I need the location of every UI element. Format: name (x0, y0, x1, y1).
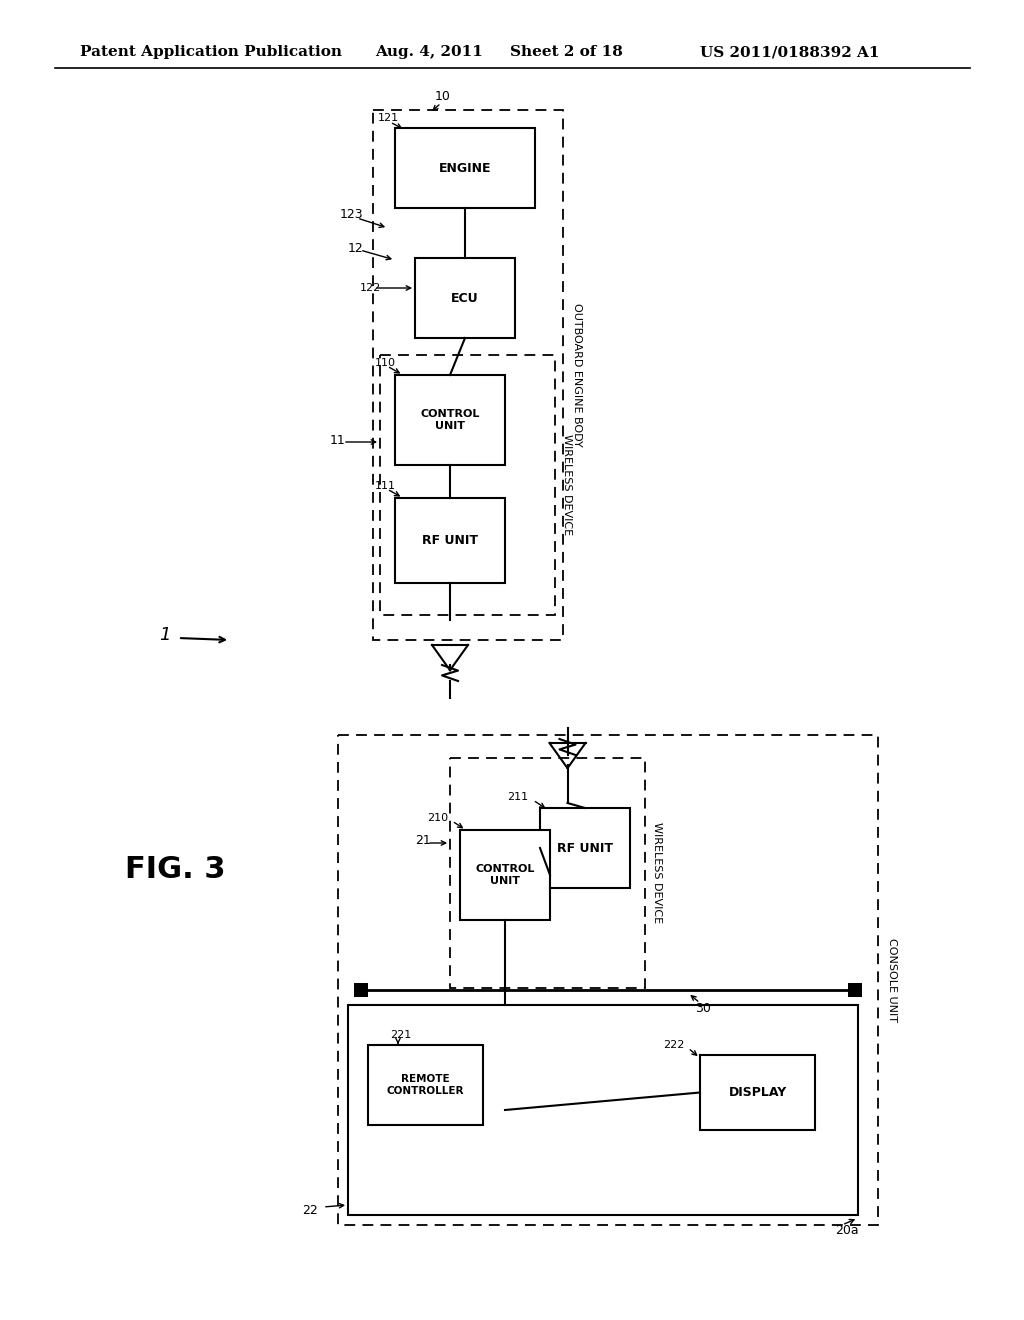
Bar (368, 1045, 483, 1125)
Bar (460, 830, 550, 920)
Text: ECU: ECU (452, 292, 479, 305)
Text: DISPLAY: DISPLAY (728, 1086, 786, 1100)
Bar (395, 498, 505, 583)
Text: RF UNIT: RF UNIT (422, 535, 478, 546)
Text: REMOTE
CONTROLLER: REMOTE CONTROLLER (387, 1074, 464, 1096)
Text: 10: 10 (435, 91, 451, 103)
Text: OUTBOARD ENGINE BODY: OUTBOARD ENGINE BODY (572, 304, 582, 447)
Text: 22: 22 (302, 1204, 318, 1217)
Text: 11: 11 (330, 433, 346, 446)
Text: 210: 210 (427, 813, 449, 822)
Text: 221: 221 (390, 1030, 412, 1040)
Bar (540, 808, 630, 888)
Text: 12: 12 (348, 242, 364, 255)
Text: ENGINE: ENGINE (438, 161, 492, 174)
Text: WIRELESS DEVICE: WIRELESS DEVICE (652, 822, 662, 924)
Text: 222: 222 (664, 1040, 685, 1049)
Text: WIRELESS DEVICE: WIRELESS DEVICE (562, 434, 572, 536)
Bar (380, 355, 555, 615)
Text: Aug. 4, 2011: Aug. 4, 2011 (375, 45, 483, 59)
Text: 21: 21 (415, 833, 431, 846)
Bar (354, 983, 368, 997)
Text: 20a: 20a (835, 1224, 859, 1237)
Text: 111: 111 (375, 480, 396, 491)
Text: FIG. 3: FIG. 3 (125, 855, 225, 884)
Bar (848, 983, 862, 997)
Bar (415, 257, 515, 338)
Text: CONTROL
UNIT: CONTROL UNIT (475, 865, 535, 886)
Text: US 2011/0188392 A1: US 2011/0188392 A1 (700, 45, 880, 59)
Bar (373, 110, 563, 640)
Bar (348, 1005, 858, 1214)
Bar (700, 1055, 815, 1130)
Text: CONTROL
UNIT: CONTROL UNIT (420, 409, 479, 430)
Text: 122: 122 (360, 282, 381, 293)
Text: RF UNIT: RF UNIT (557, 842, 613, 854)
Text: Sheet 2 of 18: Sheet 2 of 18 (510, 45, 623, 59)
Bar (395, 375, 505, 465)
Text: 1: 1 (160, 626, 171, 644)
Bar (338, 735, 878, 1225)
Text: 121: 121 (378, 114, 399, 123)
Text: CONSOLE UNIT: CONSOLE UNIT (887, 939, 897, 1022)
Text: 123: 123 (340, 209, 364, 222)
Bar (395, 128, 535, 209)
Bar (450, 758, 645, 987)
Text: 30: 30 (695, 1002, 711, 1015)
Text: Patent Application Publication: Patent Application Publication (80, 45, 342, 59)
Text: 211: 211 (507, 792, 528, 803)
Text: 110: 110 (375, 358, 396, 368)
